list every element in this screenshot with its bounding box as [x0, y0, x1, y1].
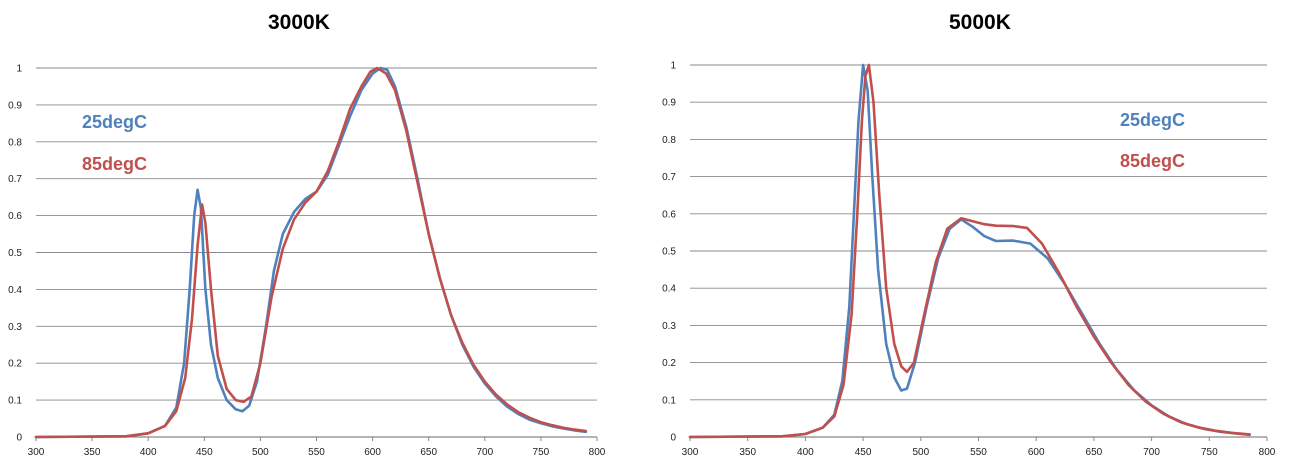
legend-label-25degc: 25degC [82, 112, 147, 132]
y-tick-label: 0.6 [8, 211, 22, 222]
y-tick-label: 0.1 [662, 395, 676, 406]
chart-plot: 0 0.1 0.2 0.3 0.4 0.5 0.6 0.7 0.8 0.9 1 300 350 400 45… [8, 64, 606, 459]
series-line-25degc [34, 66, 588, 439]
series-line-85degc [34, 66, 588, 439]
x-tick-label: 350 [739, 447, 756, 458]
y-tick-label: 0.1 [8, 396, 22, 407]
x-tick-label: 600 [364, 447, 381, 458]
y-tick-label: 0 [16, 433, 22, 444]
chart-title: 3000K [268, 11, 330, 34]
y-tick-label: 0.4 [662, 284, 676, 295]
x-tick-label: 300 [682, 447, 699, 458]
x-tick-label: 400 [140, 447, 157, 458]
x-tick-label: 450 [855, 447, 872, 458]
y-tick-label: 0.8 [662, 135, 676, 146]
x-tick-label: 300 [28, 447, 45, 458]
x-tick-label: 750 [533, 447, 550, 458]
x-tick-label: 550 [308, 447, 325, 458]
x-tick-label: 800 [1259, 447, 1276, 458]
x-tick-label: 500 [252, 447, 269, 458]
y-tick-label: 0.7 [662, 172, 676, 183]
y-tick-label: 0.8 [8, 137, 22, 148]
x-tick-label: 550 [970, 447, 987, 458]
x-tick-label: 500 [912, 447, 929, 458]
y-tick-label: 1 [670, 61, 676, 72]
x-tick-label: 350 [84, 447, 101, 458]
legend-label-85degc: 85degC [82, 154, 147, 174]
y-tick-label: 0.7 [8, 174, 22, 185]
chart-3000k: 3000K 0 0.1 0.2 0.3 0.4 0.5 0.6 0.7 0.8 0.9 1 300 35… [0, 0, 646, 464]
y-tick-label: 0.3 [8, 322, 22, 333]
x-tick-label: 650 [420, 447, 437, 458]
x-tick-label: 750 [1201, 447, 1218, 458]
legend-label-25degc: 25degC [1120, 110, 1185, 130]
y-tick-label: 0.6 [662, 209, 676, 220]
chart-title: 5000K [949, 11, 1011, 34]
y-tick-label: 1 [16, 64, 22, 75]
y-tick-label: 0.5 [8, 248, 22, 259]
chart-plot: 0 0.1 0.2 0.3 0.4 0.5 0.6 0.7 0.8 0.9 1 300 350 400 45… [662, 61, 1276, 459]
x-tick-label: 400 [797, 447, 814, 458]
x-tick-label: 450 [196, 447, 213, 458]
y-tick-label: 0.2 [8, 359, 22, 370]
y-tick-label: 0.9 [8, 100, 22, 111]
series-line-85degc [688, 63, 1251, 439]
x-tick-label: 800 [589, 447, 606, 458]
x-tick-label: 700 [1143, 447, 1160, 458]
y-tick-label: 0.9 [662, 98, 676, 109]
x-tick-label: 650 [1086, 447, 1103, 458]
y-tick-label: 0.3 [662, 321, 676, 332]
legend-label-85degc: 85degC [1120, 151, 1185, 171]
x-tick-label: 700 [476, 447, 493, 458]
y-tick-label: 0 [670, 433, 676, 444]
y-tick-label: 0.4 [8, 285, 22, 296]
y-tick-label: 0.2 [662, 358, 676, 369]
y-tick-label: 0.5 [662, 247, 676, 258]
chart-5000k: 5000K 0 0.1 0.2 0.3 0.4 0.5 0.6 0.7 0.8 0.9 1 300 35… [646, 0, 1293, 464]
x-tick-label: 600 [1028, 447, 1045, 458]
